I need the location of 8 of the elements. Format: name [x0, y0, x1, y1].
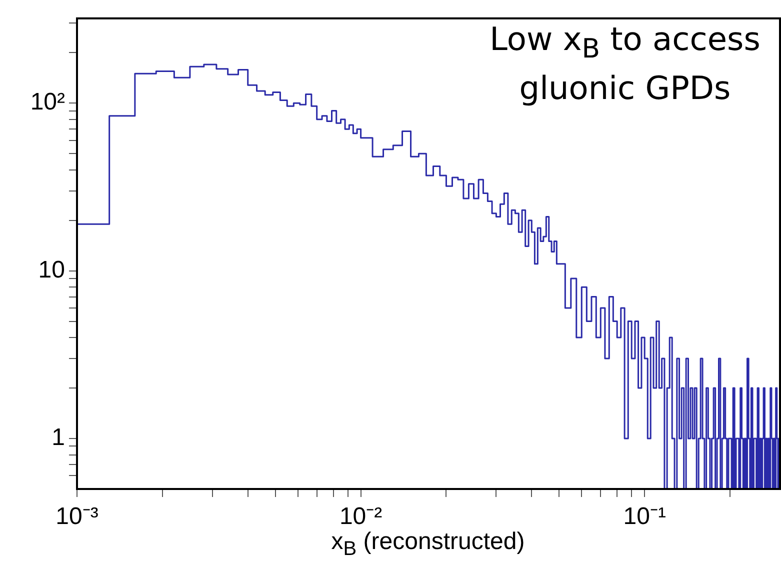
x-tick-label: 10⁻³: [56, 503, 98, 530]
x-axis-title: x$_{B}$ (reconstructed): [331, 528, 525, 560]
x-tick-label: 10⁻¹: [623, 503, 666, 530]
y-tick-label: 10: [38, 256, 65, 284]
x-tick-label: 10⁻²: [339, 503, 382, 530]
annotation: Low x$_{B}$ to access gluonic GPDs: [488, 19, 762, 110]
y-tick-label: 1: [52, 424, 65, 452]
y-tick-label: 10²: [30, 88, 66, 116]
